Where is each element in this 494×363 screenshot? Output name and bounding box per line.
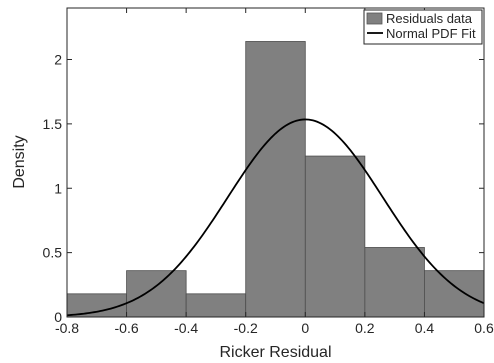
- histogram-bar: [67, 294, 127, 317]
- legend-label-residuals: Residuals data: [386, 11, 473, 26]
- y-tick-label: 2: [54, 52, 62, 68]
- histogram-bar: [424, 271, 484, 317]
- histogram-bar: [186, 294, 246, 317]
- legend: Residuals data Normal PDF Fit: [364, 10, 482, 44]
- y-tick-label: 0: [54, 309, 62, 325]
- y-tick-label: 1.5: [43, 116, 63, 132]
- x-tick-label: 0: [301, 320, 309, 336]
- histogram-bar: [305, 156, 365, 317]
- x-tick-label: 0.6: [474, 320, 494, 336]
- y-tick-label: 1: [54, 180, 62, 196]
- legend-label-pdf: Normal PDF Fit: [386, 26, 476, 41]
- y-axis-label: Density: [11, 135, 28, 188]
- x-axis-label: Ricker Residual: [219, 344, 331, 361]
- x-tick-label: -0.6: [115, 320, 139, 336]
- x-tick-label: 0.2: [355, 320, 375, 336]
- x-tick-label: -0.4: [174, 320, 198, 336]
- y-tick-label: 0.5: [43, 245, 63, 261]
- histogram-bar: [365, 247, 425, 317]
- x-tick-label: 0.4: [415, 320, 435, 336]
- x-tick-label: -0.2: [234, 320, 258, 336]
- histogram-bar: [127, 271, 187, 317]
- legend-swatch-residuals: [367, 13, 382, 24]
- histogram-bar: [246, 41, 306, 317]
